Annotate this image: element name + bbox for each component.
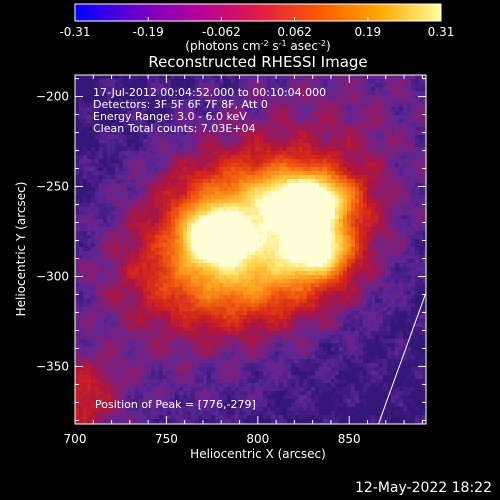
x-axis: 700 750 800 850 bbox=[64, 75, 423, 446]
colorbar-ticks: -0.31 -0.19 -0.062 0.062 0.19 0.31 bbox=[59, 17, 454, 39]
y-tick-label: −350 bbox=[36, 359, 69, 373]
x-tick-label: 750 bbox=[155, 432, 178, 446]
colorbar-tick-label: 0.062 bbox=[277, 25, 311, 39]
y-tick-label: −250 bbox=[36, 180, 69, 194]
y-axis: −200 −250 −300 −350 bbox=[36, 78, 426, 421]
heatmap-cells bbox=[75, 75, 426, 424]
colorbar-strip bbox=[74, 3, 442, 22]
solar-limb-line bbox=[377, 292, 426, 424]
peak-position-label: Position of Peak = [776,-279] bbox=[95, 398, 256, 411]
colorbar: -0.31 -0.19 -0.062 0.062 0.19 0.31 (photons c… bbox=[59, 3, 454, 53]
observation-info: 17-Jul-2012 00:04:52.000 to 00:10:04.000… bbox=[93, 86, 326, 135]
colorbar-tick-label: -0.31 bbox=[59, 25, 90, 39]
y-tick-label: −200 bbox=[36, 90, 69, 104]
chart-title: Reconstructed RHESSI Image bbox=[148, 53, 367, 71]
x-tick-label: 800 bbox=[246, 432, 269, 446]
colorbar-unit-label: (photons cm-2 s-1 asec-2) bbox=[185, 39, 330, 53]
info-energy-range: Energy Range: 3.0 - 6.0 keV bbox=[93, 110, 247, 123]
info-detectors: Detectors: 3F 5F 6F 7F 8F, Att 0 bbox=[93, 98, 268, 111]
x-tick-label: 850 bbox=[338, 432, 361, 446]
plot-frame bbox=[74, 74, 427, 425]
colorbar-tick-label: -0.062 bbox=[202, 25, 241, 39]
x-axis-label: Heliocentric X (arcsec) bbox=[190, 447, 326, 461]
y-tick-label: −300 bbox=[36, 269, 69, 283]
colorbar-tick-label: 0.19 bbox=[354, 25, 381, 39]
info-clean-counts: Clean Total counts: 7.03E+04 bbox=[93, 122, 256, 135]
info-time-range: 17-Jul-2012 00:04:52.000 to 00:10:04.000 bbox=[93, 86, 326, 99]
colorbar-tick-label: 0.31 bbox=[428, 25, 455, 39]
y-axis-label: Heliocentric Y (arcsec) bbox=[14, 182, 28, 317]
heatmap-area bbox=[75, 75, 426, 424]
colorbar-tick-label: -0.19 bbox=[133, 25, 164, 39]
x-tick-label: 700 bbox=[64, 432, 87, 446]
date-stamp: 12-May-2022 18:22 bbox=[354, 480, 492, 496]
